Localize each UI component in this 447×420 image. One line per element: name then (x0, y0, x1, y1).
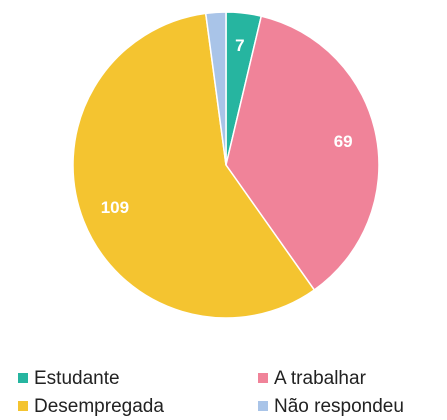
pie-slice (225, 15, 380, 292)
data-label: 109 (101, 198, 129, 217)
data-label: 69 (334, 132, 353, 151)
legend-marker (18, 373, 28, 383)
legend-marker (18, 401, 28, 411)
legend-label: Estudante (34, 368, 120, 389)
legend-label: Não respondeu (274, 396, 404, 417)
pie-slice (72, 12, 316, 319)
legend-marker (258, 373, 268, 383)
legend-label: A trabalhar (274, 368, 367, 389)
legend-marker (258, 401, 268, 411)
data-label: 7 (235, 36, 244, 55)
legend-label: Desempregada (34, 396, 164, 417)
pie-slice (204, 11, 227, 166)
